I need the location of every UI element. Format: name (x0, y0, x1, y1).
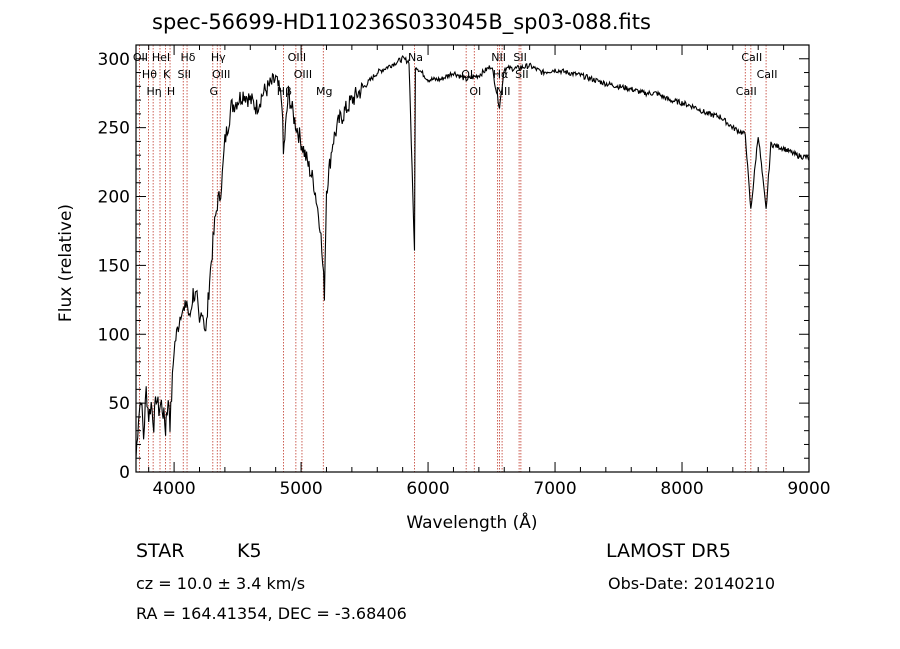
y-tick-label: 250 (98, 119, 130, 139)
line-label-caii: CaII (741, 51, 762, 64)
line-label-k: K (163, 68, 171, 81)
x-tick-label: 4000 (152, 479, 195, 499)
y-tick-label: 100 (98, 325, 130, 345)
x-tick-label: 8000 (660, 479, 703, 499)
y-tick-label: 200 (98, 188, 130, 208)
line-label-nii: NII (491, 51, 506, 64)
line-label-oiii: OIII (288, 51, 306, 64)
line-label-na: Na (408, 51, 423, 64)
coordinates: RA = 164.41354, DEC = -3.68406 (136, 604, 407, 623)
line-label-oiii: OIII (212, 68, 230, 81)
line-label-hγ: Hγ (211, 51, 226, 64)
x-tick-label: 5000 (279, 479, 322, 499)
x-tick-label: 9000 (787, 479, 830, 499)
y-tick-label: 150 (98, 256, 130, 276)
line-label-nii: NII (496, 85, 511, 98)
line-label-h: H (167, 85, 175, 98)
y-axis-label: Flux (relative) (56, 204, 76, 322)
line-label-sii: SII (515, 68, 528, 81)
line-label-oiii: OIII (294, 68, 312, 81)
line-label-mg: Mg (316, 85, 332, 98)
redshift-velocity: cz = 10.0 ± 3.4 km/s (136, 574, 306, 593)
y-tick-label: 50 (108, 394, 130, 414)
line-label-hδ: Hδ (181, 51, 196, 64)
line-label-hη: Hη (147, 85, 162, 98)
subclass: K5 (237, 540, 262, 562)
plot-frame (135, 44, 810, 473)
y-axis-ticks: 0 50 100 150 200 250 300 (98, 50, 809, 483)
x-axis-label: Wavelength (Å) (406, 511, 537, 533)
survey-name: LAMOST DR5 (606, 540, 731, 562)
spectral-line-labels: OIIHθHηHeIKHHδSIIGHγOIIIHβOIIIOIIIMgNaOI… (133, 51, 778, 98)
x-tick-label: 7000 (533, 479, 576, 499)
line-label-hθ: Hθ (142, 68, 157, 81)
object-class: STAR (136, 540, 185, 562)
line-label-oi: OI (461, 68, 473, 81)
line-label-hei: HeI (152, 51, 170, 64)
x-tick-label: 6000 (406, 479, 449, 499)
line-label-g: G (210, 85, 219, 98)
line-label-sii: SII (513, 51, 526, 64)
y-tick-label: 300 (98, 50, 130, 70)
x-axis-ticks: 4000 5000 6000 7000 8000 9000 (148, 45, 831, 499)
observation-date: Obs-Date: 20140210 (608, 574, 776, 593)
chart-title: spec-56699-HD110236S033045B_sp03-088.fit… (152, 10, 651, 34)
y-tick-label: 0 (119, 463, 130, 483)
line-label-caii: CaII (757, 68, 778, 81)
line-label-caii: CaII (736, 85, 757, 98)
line-label-oii: OII (133, 51, 148, 64)
spectrum-series-line (135, 54, 810, 459)
line-label-oi: OI (469, 85, 481, 98)
spectral-line-markers (139, 45, 767, 472)
line-label-sii: SII (177, 68, 190, 81)
